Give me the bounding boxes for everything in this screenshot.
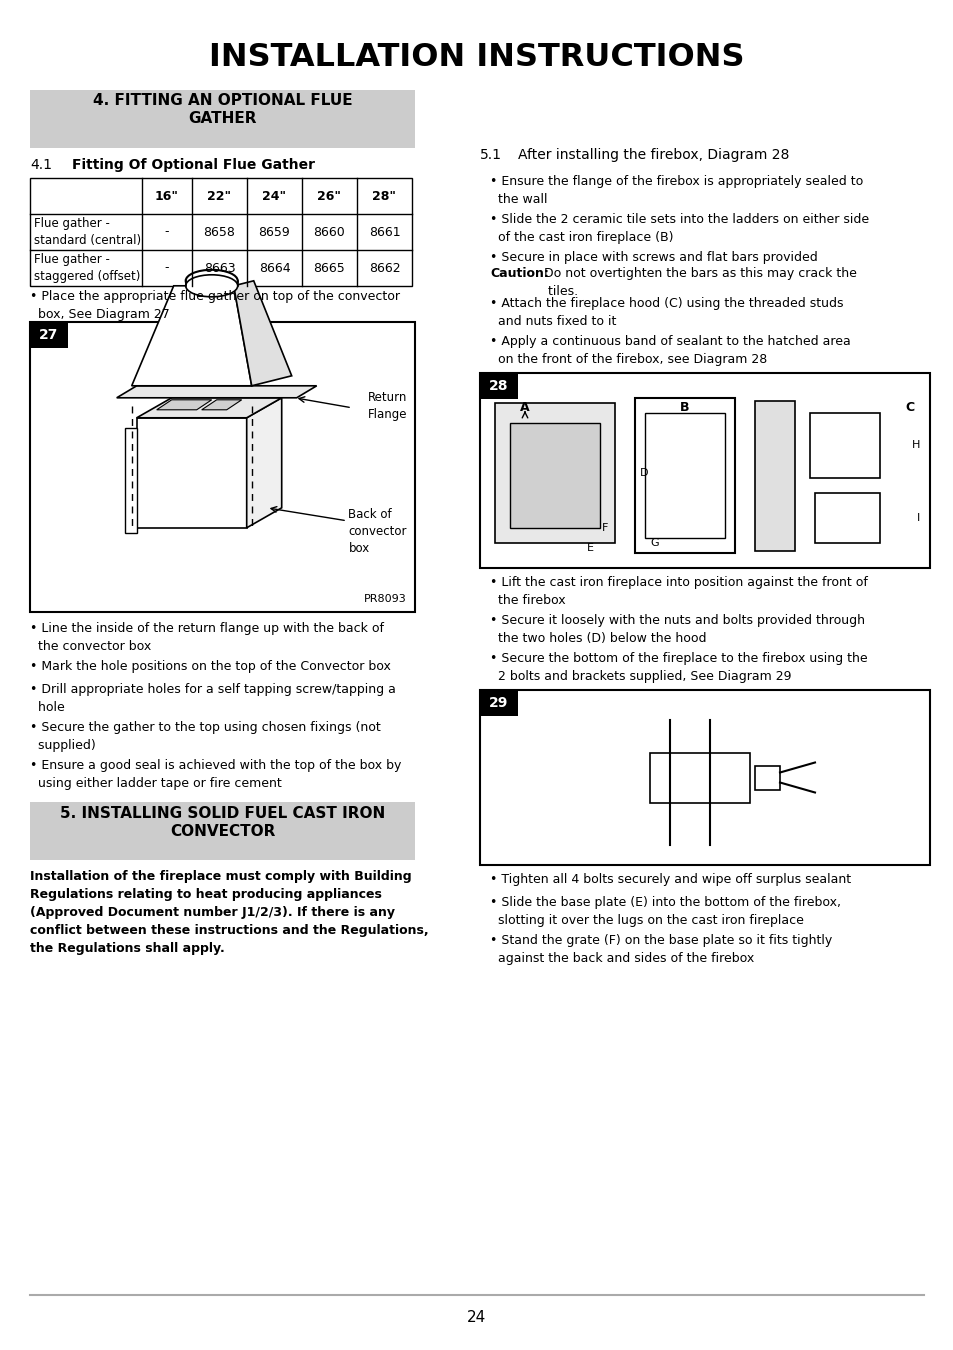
Text: PR8093: PR8093 [364,594,407,603]
Text: 16": 16" [154,189,179,202]
Text: 8664: 8664 [258,262,290,274]
Text: • Mark the hole positions on the top of the Convector box: • Mark the hole positions on the top of … [30,660,391,674]
Text: • Slide the 2 ceramic tile sets into the ladders on either side
  of the cast ir: • Slide the 2 ceramic tile sets into the… [490,213,868,244]
Text: • Stand the grate (F) on the base plate so it fits tightly
  against the back an: • Stand the grate (F) on the base plate … [490,934,831,965]
Text: INSTALLATION INSTRUCTIONS: INSTALLATION INSTRUCTIONS [209,42,744,73]
Text: 8660: 8660 [314,225,345,239]
Text: • Apply a continuous band of sealant to the hatched area
  on the front of the f: • Apply a continuous band of sealant to … [490,335,850,366]
Text: C: C [905,401,914,414]
Bar [479,373,517,400]
Bar [644,413,724,539]
Polygon shape [125,428,136,533]
Bar [30,178,412,286]
Text: • Secure the gather to the top using chosen fixings (not
  supplied): • Secure the gather to the top using cho… [30,721,380,752]
Bar [754,765,780,790]
Ellipse shape [186,270,237,292]
Text: 8659: 8659 [258,225,290,239]
Text: Caution:: Caution: [490,267,548,279]
Text: Flue gather -
standard (central): Flue gather - standard (central) [34,217,141,247]
Text: • Secure it loosely with the nuts and bolts provided through
  the two holes (D): • Secure it loosely with the nuts and bo… [490,614,864,645]
Bar [479,690,517,716]
Text: 5. INSTALLING SOLID FUEL CAST IRON: 5. INSTALLING SOLID FUEL CAST IRON [60,806,385,821]
Bar [30,323,415,612]
Text: GATHER: GATHER [188,111,256,126]
Polygon shape [116,386,316,398]
Polygon shape [233,281,292,386]
Bar [809,413,879,478]
Text: Back of
convector
box: Back of convector box [348,508,407,555]
Ellipse shape [186,275,237,297]
Polygon shape [136,398,281,417]
Text: • Slide the base plate (E) into the bottom of the firebox,
  slotting it over th: • Slide the base plate (E) into the bott… [490,896,841,927]
Text: 8665: 8665 [314,262,345,274]
Text: B: B [679,401,689,414]
Text: 27: 27 [39,328,59,342]
Text: Fitting Of Optional Flue Gather: Fitting Of Optional Flue Gather [71,158,314,171]
Polygon shape [132,286,252,386]
Text: • Lift the cast iron fireplace into position against the front of
  the firebox: • Lift the cast iron fireplace into posi… [490,576,867,608]
Text: I: I [916,513,919,522]
Text: • Tighten all 4 bolts securely and wipe off surplus sealant: • Tighten all 4 bolts securely and wipe … [490,873,850,886]
Bar [136,417,247,528]
Text: • Line the inside of the return flange up with the back of
  the convector box: • Line the inside of the return flange u… [30,622,384,653]
Text: D: D [639,468,648,478]
Text: -: - [165,262,169,274]
Text: • Attach the fireplace hood (C) using the threaded studs
  and nuts fixed to it: • Attach the fireplace hood (C) using th… [490,297,842,328]
Bar [754,401,794,551]
Polygon shape [247,398,281,528]
Polygon shape [156,400,212,410]
Bar [30,90,415,148]
Text: -: - [165,225,169,239]
Bar [495,404,615,543]
Text: 24": 24" [262,189,286,202]
Bar [30,802,415,860]
Text: 28": 28" [372,189,396,202]
Text: 28: 28 [489,379,508,393]
Bar [479,690,929,865]
Text: H: H [911,440,919,451]
Text: • Secure in place with screws and flat bars provided: • Secure in place with screws and flat b… [490,251,817,265]
Bar [30,323,68,348]
Text: G: G [650,539,659,548]
Text: • Place the appropriate flue gather on top of the convector
  box, See Diagram 2: • Place the appropriate flue gather on t… [30,290,399,321]
Text: Return
Flange: Return Flange [367,390,407,421]
Text: • Ensure a good seal is achieved with the top of the box by
  using either ladde: • Ensure a good seal is achieved with th… [30,759,401,790]
Text: • Drill appropriate holes for a self tapping screw/tapping a
  hole: • Drill appropriate holes for a self tap… [30,683,395,714]
Text: Do not overtighten the bars as this may crack the
  tiles.: Do not overtighten the bars as this may … [539,267,856,298]
Text: 8663: 8663 [204,262,235,274]
Text: 26": 26" [317,189,341,202]
Text: 8662: 8662 [368,262,400,274]
Text: 4. FITTING AN OPTIONAL FLUE: 4. FITTING AN OPTIONAL FLUE [92,93,352,108]
Text: 4.1: 4.1 [30,158,52,171]
Bar [814,493,879,543]
Polygon shape [201,400,241,410]
Text: • Ensure the flange of the firebox is appropriately sealed to
  the wall: • Ensure the flange of the firebox is ap… [490,176,862,207]
Text: Installation of the fireplace must comply with Building
Regulations relating to : Installation of the fireplace must compl… [30,869,428,954]
Text: CONVECTOR: CONVECTOR [170,824,274,838]
Text: Flue gather -
staggered (offset): Flue gather - staggered (offset) [34,252,140,284]
Text: A: A [519,401,529,414]
Text: After installing the firebox, Diagram 28: After installing the firebox, Diagram 28 [517,148,788,162]
Text: 8661: 8661 [368,225,400,239]
Text: 22": 22" [207,189,232,202]
Bar [479,373,929,568]
Text: F: F [601,522,608,533]
Text: • Secure the bottom of the fireplace to the firebox using the
  2 bolts and brac: • Secure the bottom of the fireplace to … [490,652,866,683]
Bar [649,752,749,802]
Bar [635,398,734,554]
Text: 29: 29 [489,697,508,710]
Text: 5.1: 5.1 [479,148,501,162]
Text: E: E [586,543,593,554]
Text: 8658: 8658 [203,225,235,239]
Bar [510,423,599,528]
Text: 24: 24 [467,1310,486,1324]
